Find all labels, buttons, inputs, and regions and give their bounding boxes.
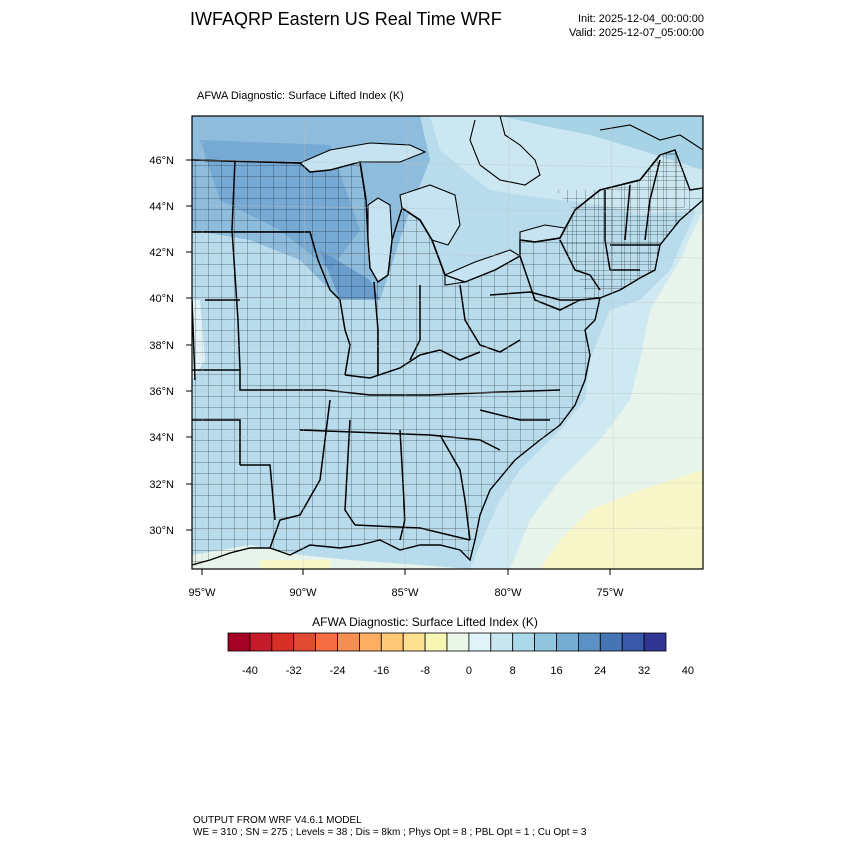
model-info-footer: OUTPUT FROM WRF V4.6.1 MODEL WE = 310 ; …: [193, 815, 586, 839]
map-plot-area: [192, 116, 703, 569]
lon-label: 85°W: [391, 587, 419, 599]
graticule: [192, 116, 703, 569]
lat-label: 44°N: [149, 201, 174, 213]
longitude-labels: 95°W 90°W 85°W 80°W 75°W: [188, 587, 624, 599]
labrador-coast: [599, 124, 703, 151]
colorbar-swatch: [227, 632, 251, 652]
atlantic-offshore: [510, 210, 703, 569]
colorbar-tick-label: 24: [594, 665, 606, 677]
lat-label: 42°N: [149, 247, 174, 259]
lat-label: 46°N: [149, 155, 174, 167]
james-bay-coast: [469, 116, 541, 186]
axis-ticks: [186, 159, 611, 575]
lon-label: 95°W: [188, 587, 216, 599]
init-time: Init: 2025-12-04_00:00:00: [578, 13, 704, 25]
lon-label: 90°W: [289, 587, 317, 599]
colorbar-swatch: [271, 632, 295, 652]
gulf-warm: [260, 560, 330, 569]
colorbar-tick-label: -24: [330, 665, 346, 677]
colorbar-tick-label: -16: [373, 665, 389, 677]
colorbar-swatch: [293, 632, 317, 652]
colorbar-swatch: [402, 632, 426, 652]
colorbar-swatch: [424, 632, 448, 652]
lat-label: 32°N: [149, 479, 174, 491]
valid-time: Valid: 2025-12-07_05:00:00: [569, 27, 704, 39]
colorbar-swatch: [578, 632, 601, 652]
colorbar-tick-label: -40: [242, 665, 258, 677]
footer-line-1: OUTPUT FROM WRF V4.6.1 MODEL: [193, 815, 362, 826]
main-title: IWFAQRP Eastern US Real Time WRF: [190, 9, 502, 29]
colorbar-swatch: [534, 632, 557, 652]
state-boundaries: [192, 159, 661, 549]
colorbar-swatch: [468, 632, 492, 652]
colorbar-swatch: [249, 632, 273, 652]
footer-line-2: WE = 310 ; SN = 275 ; Levels = 38 ; Dis …: [193, 827, 587, 838]
colorbar-swatch: [446, 632, 470, 652]
colorbar-title: AFWA Diagnostic: Surface Lifted Index (K…: [312, 615, 538, 629]
colorbar-tick-label: -32: [286, 665, 302, 677]
colorbar-swatch: [380, 632, 404, 652]
colorbar-swatch: [490, 632, 514, 652]
map-frame: [191, 115, 704, 570]
latitude-labels: 46°N 44°N 42°N 40°N 38°N 36°N 34°N 32°N …: [149, 155, 174, 537]
colorbar-tick-label: 32: [638, 665, 650, 677]
lat-label: 38°N: [149, 340, 174, 352]
northern-canada-region: [500, 116, 703, 170]
northeast-counties: [555, 150, 690, 300]
colorbar-tick-label: 16: [550, 665, 562, 677]
lon-label: 80°W: [494, 587, 522, 599]
colorbar-tick-label: 40: [682, 665, 694, 677]
colorbar-swatch: [512, 632, 536, 652]
lon-label: 75°W: [596, 587, 624, 599]
colorbar-swatch: [643, 632, 667, 652]
colorbar: [227, 632, 667, 652]
colorbar-swatch: [315, 632, 338, 652]
colorbar-tick-labels: -40 -32 -24 -16 -8 0 8 16 24 32 40: [242, 665, 694, 677]
lat-label: 34°N: [149, 432, 174, 444]
colorbar-tick-label: -8: [420, 665, 430, 677]
colorbar-tick-label: 8: [510, 665, 516, 677]
lat-label: 40°N: [149, 293, 174, 305]
colorbar-swatch: [556, 632, 579, 652]
international-border: [192, 154, 661, 276]
lat-label: 30°N: [149, 525, 174, 537]
plot-field-label: AFWA Diagnostic: Surface Lifted Index (K…: [197, 90, 404, 102]
colorbar-swatch: [337, 632, 360, 652]
colorbar-tick-label: 0: [466, 665, 472, 677]
lat-label: 36°N: [149, 386, 174, 398]
colorbar-swatch: [358, 632, 382, 652]
atlantic-southeast-warm: [540, 470, 703, 569]
colorbar-swatch: [621, 632, 645, 652]
colorbar-swatch: [599, 632, 623, 652]
